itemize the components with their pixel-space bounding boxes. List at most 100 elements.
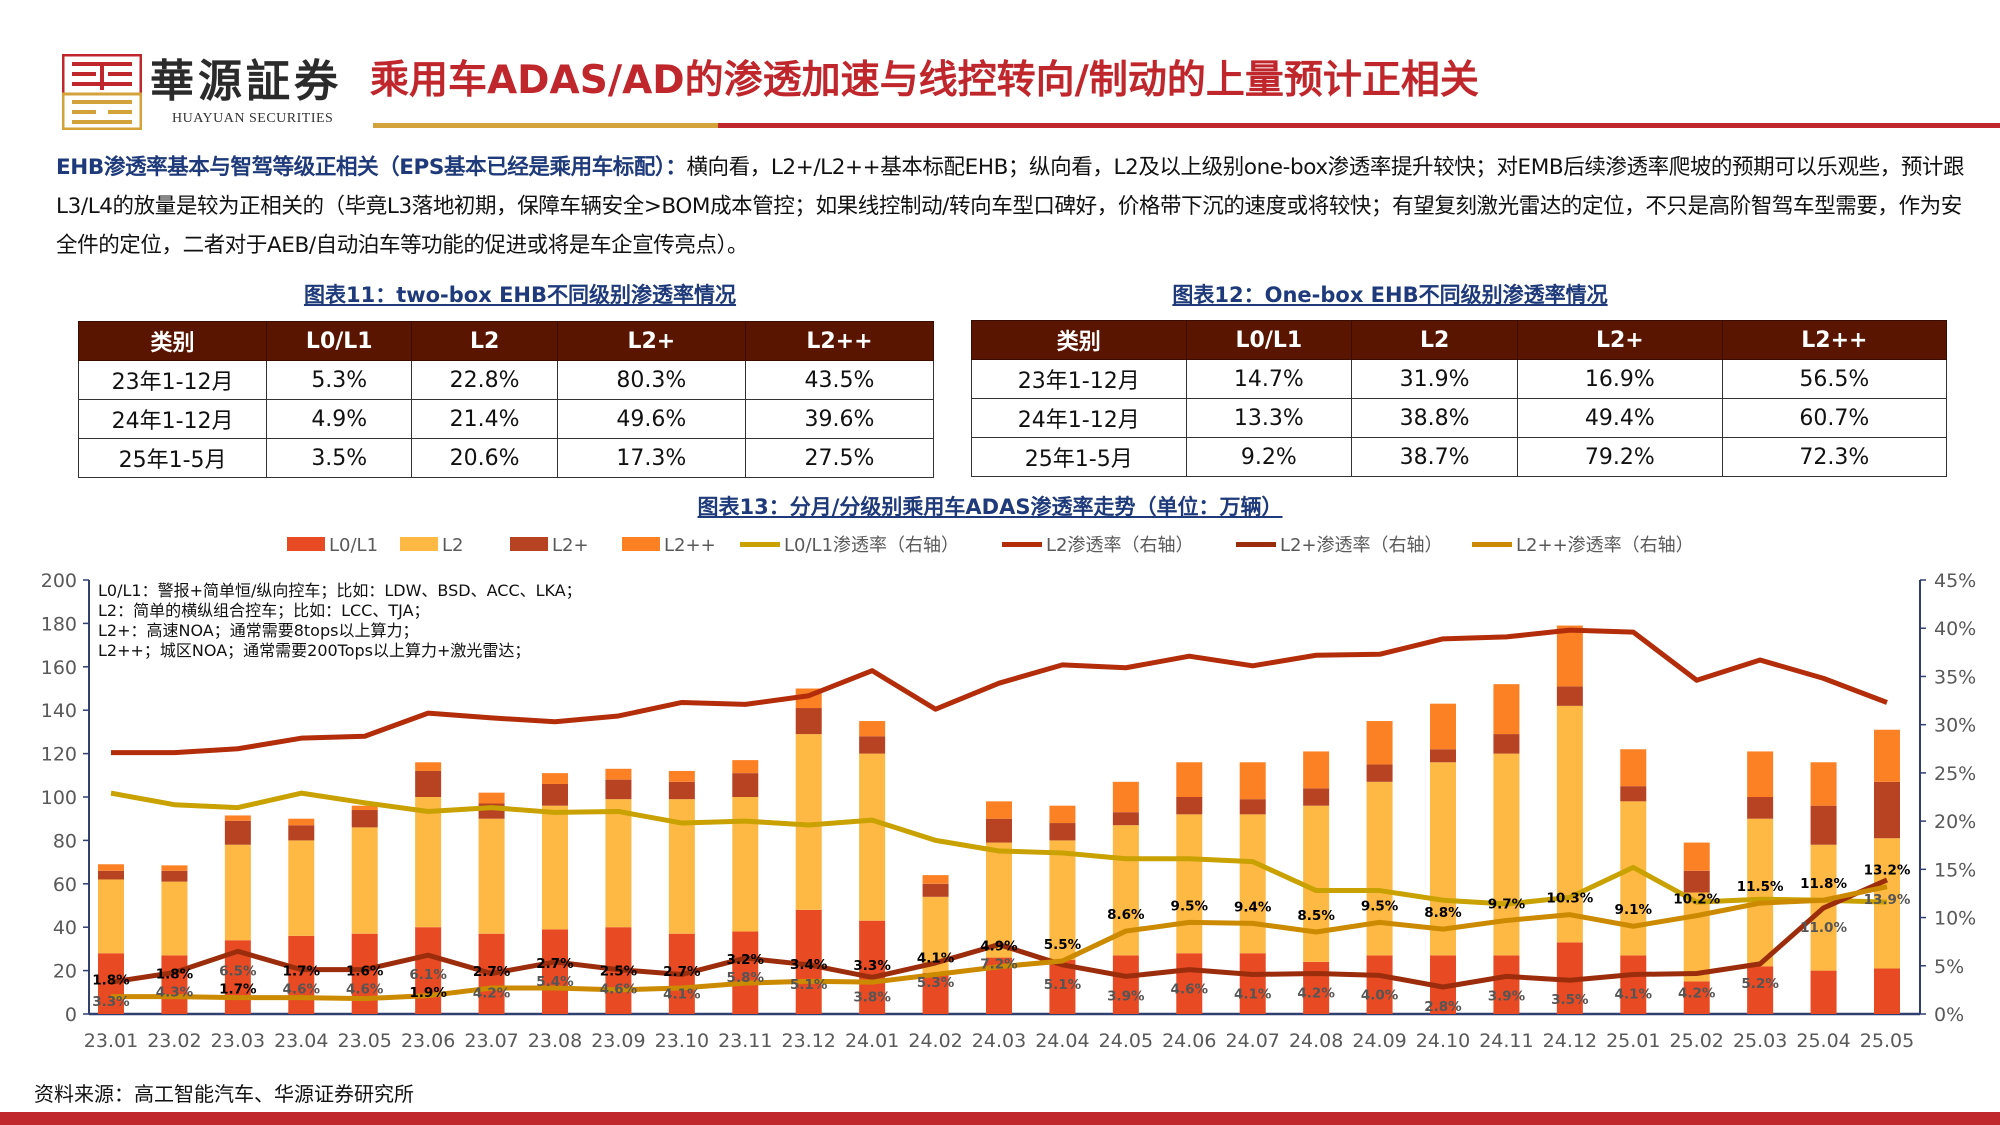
column-header: L2 — [1351, 320, 1518, 360]
legend-label: L2++ — [664, 535, 716, 556]
bar-segment-l2 — [161, 865, 188, 871]
bar-segment-l2 — [224, 844, 251, 941]
legend-label: L2++渗透率（右轴） — [1516, 535, 1694, 556]
value-cell: 13.3% — [1185, 398, 1353, 438]
table-header-row: 类别 L0/L1 L2 L2+ L2++ — [971, 320, 1948, 360]
l2pp-rate-label: 8.5% — [1297, 908, 1335, 924]
l2pp-rate-label: 9.4% — [1234, 899, 1272, 915]
bar-segment-l2 — [986, 842, 1012, 958]
bar-segment-l2 — [288, 825, 315, 841]
bar-segment-l2 — [351, 827, 378, 934]
bar-segment-l2 — [859, 721, 886, 737]
l2pp-rate-label: 3.4% — [790, 957, 828, 973]
bar-segment-l2 — [542, 773, 568, 784]
l2p-rate-label: 3.9% — [1488, 988, 1526, 1004]
brand-name-cn: 華源証券 — [150, 56, 342, 107]
l2pp-rate-label: 9.5% — [1361, 898, 1399, 914]
bar-segment-l2 — [351, 805, 378, 811]
bar-segment-l2 — [1049, 805, 1076, 824]
right-tick-label: 15% — [1934, 859, 1976, 881]
bar-segment-l0l1 — [1810, 970, 1837, 1014]
x-tick-label: 24.11 — [1479, 1030, 1533, 1052]
intro-paragraph: EHB渗透率基本与智驾等级正相关（EPS基本已经是乘用车标配）：横向看，L2+/… — [56, 148, 1966, 265]
left-tick-label: 20 — [53, 961, 77, 983]
x-tick-label: 25.05 — [1860, 1030, 1914, 1052]
bar-segment-l2 — [1620, 801, 1647, 956]
value-cell: 21.4% — [411, 399, 558, 439]
bar-segment-l2 — [859, 753, 886, 921]
x-tick-label: 24.05 — [1099, 1030, 1153, 1052]
l2pp-rate-label: 10.2% — [1673, 892, 1720, 908]
table11: 类别 L0/L1 L2 L2+ L2++ 23年1-12月 5.3% 22.8% 80… — [77, 321, 935, 478]
right-tick-label: 5% — [1934, 956, 1964, 978]
x-tick-label: 25.02 — [1670, 1030, 1724, 1052]
bar-segment-l0l1 — [859, 920, 886, 1014]
right-tick-label: 10% — [1934, 908, 1976, 930]
table-row: 25年1-5月 3.5% 20.6% 17.3% 27.5% — [77, 438, 935, 478]
bar-segment-l0l1 — [1239, 953, 1266, 1014]
l2p-rate-label: 3.5% — [1551, 992, 1589, 1008]
l2p-rate-label: 3.3% — [92, 994, 130, 1010]
l2pp-rate-label: 3.3% — [853, 958, 891, 974]
bar-segment-l2 — [922, 883, 949, 897]
l2p-rate-label: 4.1% — [1615, 986, 1653, 1002]
footer-bar — [0, 1112, 2000, 1125]
l2p-rate-label: 6.1% — [409, 967, 447, 983]
bar-segment-l2 — [1176, 814, 1203, 954]
l2pp-rate-label: 1.6% — [346, 964, 384, 980]
adas-penetration-chart: L0/L1 L2 L2+ L2++ L0/L1渗透率（右轴） L2渗透率（右轴） L2+渗透… — [41, 535, 1977, 1052]
bar-segment-l2 — [161, 881, 188, 956]
legend-line-swatch — [1002, 542, 1042, 547]
l2p-rate-label: 5.1% — [790, 977, 828, 993]
x-tick-label: 24.06 — [1162, 1030, 1216, 1052]
bar-segment-l2 — [1620, 786, 1647, 802]
bar-segment-l2 — [1303, 751, 1330, 789]
x-tick-label: 23.09 — [591, 1030, 645, 1052]
bar-segment-l0l1 — [1366, 955, 1393, 1014]
l2p-rate-label: 5.1% — [1044, 977, 1082, 993]
bar-segment-l2 — [1366, 721, 1393, 765]
value-cell: 38.7% — [1351, 437, 1518, 477]
x-tick-label: 23.07 — [464, 1030, 518, 1052]
l2p-rate-label: 13.9% — [1864, 892, 1911, 908]
table11-title: 图表11：two-box EHB不同级别渗透率情况 — [303, 283, 737, 307]
l2pp-rate-label: 1.7% — [283, 964, 321, 980]
column-header: L2++ — [1721, 320, 1948, 360]
table-header-row: 类别 L0/L1 L2 L2+ L2++ — [77, 321, 935, 361]
x-tick-label: 23.03 — [211, 1030, 265, 1052]
bar-segment-l0l1 — [1620, 955, 1647, 1014]
bar-segment-l2 — [605, 799, 632, 928]
bar-segment-l0l1 — [1303, 961, 1330, 1014]
value-cell: 80.3% — [556, 360, 746, 400]
legend-swatch — [287, 537, 325, 551]
value-cell: 31.9% — [1351, 359, 1518, 399]
l2p-rate-label: 7.2% — [980, 957, 1018, 973]
x-tick-label: 24.02 — [908, 1030, 962, 1052]
bar-segment-l2 — [542, 783, 568, 806]
bar-segment-l0l1 — [732, 931, 759, 1014]
table-row: 25年1-5月 9.2% 38.7% 79.2% 72.3% — [971, 437, 1948, 477]
left-tick-label: 60 — [53, 874, 77, 896]
row-label-cell: 23年1-12月 — [971, 359, 1187, 399]
column-header: L2+ — [556, 321, 746, 361]
table-row: 23年1-12月 14.7% 31.9% 16.9% 56.5% — [971, 359, 1948, 399]
bar-segment-l0l1 — [1683, 981, 1710, 1014]
row-label-cell: 23年1-12月 — [77, 360, 268, 400]
bar-segment-l2 — [986, 801, 1012, 819]
left-tick-label: 180 — [41, 613, 77, 635]
x-tick-label: 23.01 — [84, 1030, 138, 1052]
bar-segment-l0l1 — [1493, 955, 1520, 1014]
brand-name-en: HUAYUAN SECURITIES — [172, 111, 334, 126]
x-tick-label: 24.12 — [1543, 1030, 1597, 1052]
right-tick-label: 20% — [1934, 811, 1976, 833]
left-tick-label: 0 — [65, 1004, 77, 1026]
l2pp-rate-label: 13.2% — [1864, 863, 1911, 879]
left-tick-label: 140 — [41, 700, 77, 722]
bar-segment-l2 — [98, 864, 124, 871]
bar-segment-l2 — [732, 760, 759, 774]
bar-segment-l2 — [1683, 892, 1710, 982]
value-cell: 17.3% — [556, 438, 746, 478]
bar-segment-l0l1 — [98, 953, 124, 1014]
legend-label: L0/L1渗透率（右轴） — [784, 535, 959, 556]
l2pp-rate-label: 9.1% — [1615, 902, 1653, 918]
